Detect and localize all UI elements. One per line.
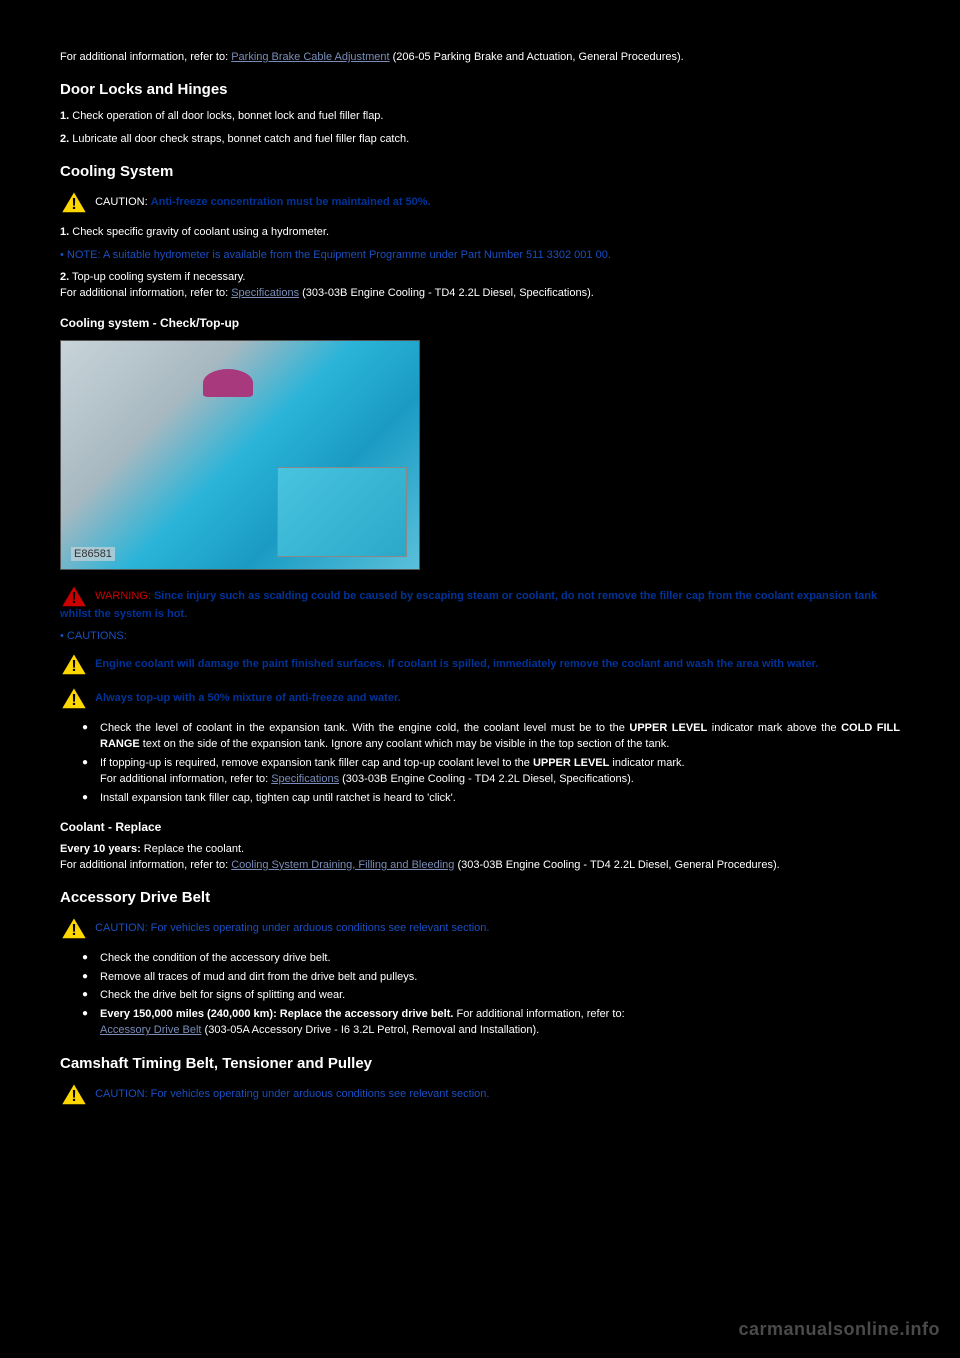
list-item: Check the drive belt for signs of splitt…: [100, 987, 900, 1004]
caution-icon: !: [60, 190, 88, 214]
check-topup-heading: Cooling system - Check/Top-up: [60, 316, 900, 330]
caution-text: CAUTION: For vehicles operating under ar…: [95, 922, 489, 934]
watermark: carmanualsonline.info: [738, 1319, 940, 1340]
svg-text:!: !: [71, 196, 76, 213]
caution-text: Anti-freeze concentration must be mainta…: [151, 196, 431, 208]
warning-text: Since injury such as scalding could be c…: [60, 590, 877, 620]
svg-text:!: !: [71, 590, 76, 607]
caution-text: Engine coolant will damage the paint fin…: [95, 658, 818, 670]
mixture-caution: ! Always top-up with a 50% mixture of an…: [60, 686, 900, 710]
list-item: Remove all traces of mud and dirt from t…: [100, 969, 900, 986]
caution-text: CAUTION: For vehicles operating under ar…: [95, 1088, 489, 1100]
warning-icon: !: [60, 584, 88, 608]
cooling-system-heading: Cooling System: [60, 163, 900, 180]
intro-prefix: For additional information, refer to:: [60, 51, 231, 63]
caution-icon: !: [60, 686, 88, 710]
intro-paragraph: For additional information, refer to: Pa…: [60, 50, 900, 65]
list-item: Every 150,000 miles (240,000 km): Replac…: [100, 1006, 900, 1039]
door-item-2: 2. Lubricate all door check straps, bonn…: [60, 131, 900, 148]
svg-text:!: !: [71, 1088, 76, 1105]
cautions-label: • CAUTIONS:: [60, 630, 900, 642]
caution-text: Always top-up with a 50% mixture of anti…: [95, 692, 401, 704]
coolant-bullets: Check the level of coolant in the expans…: [60, 720, 900, 807]
image-inset-detail: [277, 467, 407, 557]
caution-icon: !: [60, 1082, 88, 1106]
list-item: If topping-up is required, remove expans…: [100, 755, 900, 788]
belt-bullets: Check the condition of the accessory dri…: [60, 950, 900, 1039]
cooling-note: • NOTE: A suitable hydrometer is availab…: [60, 249, 900, 261]
list-item: Check the condition of the accessory dri…: [100, 950, 900, 967]
warning-label: WARNING:: [95, 590, 154, 602]
intro-suffix: (206-05 Parking Brake and Actuation, Gen…: [390, 51, 684, 63]
draining-link[interactable]: Cooling System Draining, Filling and Ble…: [231, 859, 454, 871]
coolant-replace-text: Every 10 years: Replace the coolant. For…: [60, 842, 900, 873]
cooling-caution-1: ! CAUTION: Anti-freeze concentration mus…: [60, 190, 900, 214]
svg-text:!: !: [71, 692, 76, 709]
list-item: Install expansion tank filler cap, tight…: [100, 790, 900, 807]
coolant-tank-image: E86581: [60, 340, 420, 570]
caution-icon: !: [60, 652, 88, 676]
specifications-link-1[interactable]: Specifications: [231, 287, 299, 299]
cooling-item-1: 1. Check specific gravity of coolant usi…: [60, 224, 900, 241]
intro-link[interactable]: Parking Brake Cable Adjustment: [231, 51, 389, 63]
coolant-replace-heading: Coolant - Replace: [60, 820, 900, 834]
svg-text:!: !: [71, 922, 76, 939]
specifications-link-2[interactable]: Specifications: [271, 773, 339, 785]
image-ref-label: E86581: [71, 547, 115, 561]
manual-page: For additional information, refer to: Pa…: [0, 0, 960, 1156]
cooling-item-2: 2. Top-up cooling system if necessary. F…: [60, 269, 900, 302]
accessory-belt-link[interactable]: Accessory Drive Belt: [100, 1024, 201, 1036]
filler-cap-graphic: [203, 369, 253, 397]
list-item: Check the level of coolant in the expans…: [100, 720, 900, 753]
svg-text:!: !: [71, 658, 76, 675]
belt-caution: ! CAUTION: For vehicles operating under …: [60, 916, 900, 940]
paint-damage-caution: ! Engine coolant will damage the paint f…: [60, 652, 900, 676]
accessory-belt-heading: Accessory Drive Belt: [60, 889, 900, 906]
caution-icon: !: [60, 916, 88, 940]
scalding-warning: ! WARNING: Since injury such as scalding…: [60, 584, 900, 620]
door-locks-heading: Door Locks and Hinges: [60, 81, 900, 98]
door-item-1: 1. Check operation of all door locks, bo…: [60, 108, 900, 125]
camshaft-heading: Camshaft Timing Belt, Tensioner and Pull…: [60, 1055, 900, 1072]
camshaft-caution: ! CAUTION: For vehicles operating under …: [60, 1082, 900, 1106]
caution-label: CAUTION:: [95, 196, 151, 208]
